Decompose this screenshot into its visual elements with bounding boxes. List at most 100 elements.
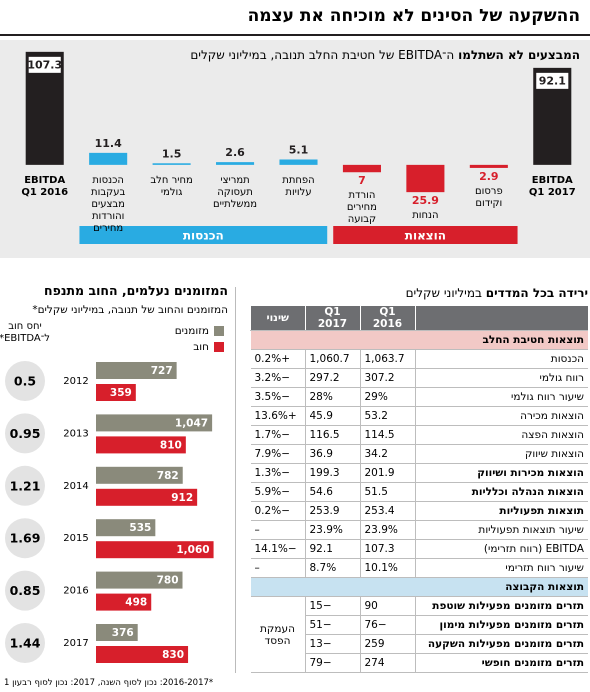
category-label: הפחתת עלויות (282, 174, 315, 198)
cell (250, 577, 305, 597)
bar (96, 571, 183, 589)
cell: 274 (360, 653, 416, 673)
bar (96, 488, 198, 506)
row-label: שיעור רווח גולמי (415, 387, 588, 407)
row-label: שיעור תוצאות תפעוליות (415, 520, 588, 540)
row-label: הוצאות שיווק (415, 444, 588, 464)
cell: 29% (360, 387, 416, 407)
group-label: הכנסות (183, 229, 224, 243)
ratio-header: יחס חוב ל־EBITDA* (0, 321, 50, 344)
row-label: שיעור רווח תזרימי (415, 558, 588, 578)
row-label: תזרים מזומנים מפעילות השקעה (415, 634, 588, 654)
section-row: תוצאות חטיבת החלב (250, 330, 588, 350)
cell: 253.9 (305, 501, 361, 521)
row-label: תזרים מזומנים מפעילות מימון (415, 615, 588, 635)
cell: 51.5 (360, 482, 416, 502)
value-label: 727 (151, 365, 173, 377)
cell: 28% (305, 387, 361, 407)
bar (96, 466, 183, 484)
cell (305, 330, 360, 350)
category-label: תמריצי תעסוקה ממשלתיים (213, 174, 258, 210)
value-label: 25.9 (412, 194, 439, 207)
bar (342, 164, 381, 173)
category-label: מחיר חלב גולמי (150, 174, 193, 198)
bar (469, 164, 508, 168)
table-heading: ירידה בכל המדדים במיליוני שקלים (250, 286, 588, 300)
value-label: 810 (160, 439, 182, 451)
category-label: פרסום וקידום (474, 185, 503, 209)
cell: 114.5 (360, 425, 416, 445)
row-label: תוצאות תפעוליות (415, 501, 588, 521)
y-tick-label: 2013 (63, 428, 88, 439)
y-tick-label: 2015 (63, 533, 88, 544)
chart-title: המזומנים נעלמים, החוב מתנפח (44, 283, 228, 298)
cell: 23.9% (360, 520, 416, 540)
value-label: 2.6 (225, 146, 245, 159)
value-label: 498 (125, 597, 147, 609)
category-label: הנחות (412, 210, 439, 222)
ratio-value: 0.5 (14, 374, 36, 389)
ratio-value: 1.69 (10, 531, 41, 546)
bar (96, 436, 186, 454)
cell (305, 577, 360, 597)
table-row: תזרים מזומנים מפעילות השקעה 259 −13 (251, 634, 588, 654)
row-label: הוצאות הפצה (415, 425, 588, 445)
group-label: הוצאות (405, 229, 446, 243)
bar-chart: מזומנים חוב 0.5 2012 727 359 0.95 2013 1,047 810 1… (5, 325, 224, 663)
bar (96, 519, 156, 537)
bar (96, 646, 189, 663)
cell: +13.6% (250, 406, 306, 426)
cell: 23.9% (305, 520, 361, 540)
cell: 201.9 (360, 463, 416, 483)
table-row: הוצאות הנהלה וכלליות 51.5 54.6 −5.9% (250, 482, 588, 502)
title-rule (0, 34, 590, 36)
bar (96, 541, 214, 559)
category-label: EBITDA Q1 2017 (528, 174, 576, 198)
section-title: תוצאות הקבוצה (415, 577, 588, 597)
header-cell (414, 306, 588, 331)
table-title: ירידה בכל המדדים (485, 286, 588, 300)
ratio-circle (5, 623, 45, 663)
ratio-value: 1.21 (10, 478, 41, 493)
value-label: 2.9 (479, 170, 499, 183)
cell: 307.2 (360, 368, 416, 388)
ratio-circle (5, 413, 45, 454)
bar (406, 164, 445, 193)
cell: 10.1% (360, 558, 416, 578)
value-label: 107.3 (27, 58, 62, 71)
page-title: ההשקעה של הסינים לא מוכיחה את עצמה (247, 6, 580, 26)
table-subtitle: במיליוני שקלים (405, 286, 482, 300)
value-label: 359 (110, 387, 132, 399)
legend-swatch (214, 326, 224, 336)
legend-label: מזומנים (175, 325, 209, 337)
ratio-circle (5, 465, 45, 506)
bar (96, 593, 152, 611)
ratio-circle (5, 570, 45, 611)
cell: 253.4 (360, 501, 416, 521)
table-row: שיעור רווח גולמי 29% 28% −3.5% (250, 387, 588, 407)
table-row: תזרים מזומנים חופשי 274 −79 (251, 653, 588, 673)
cell: −76 (360, 615, 416, 635)
value-label: 7 (358, 174, 366, 187)
row-label: הוצאות מכירות ושיווק (415, 463, 588, 483)
bar (96, 414, 213, 432)
category-label: EBITDA Q1 2016 (21, 174, 69, 198)
row-label: הכנסות (415, 349, 588, 369)
bar (279, 159, 318, 165)
cell: – (250, 520, 306, 540)
cell: −1.3% (250, 463, 306, 483)
y-tick-label: 2012 (63, 376, 88, 387)
table-row: EBITDA (רווח תזרימי) 107.3 92.1 −14.1% (250, 539, 588, 559)
label-box (28, 56, 61, 73)
table-row: הוצאות שיווק 34.2 36.9 −7.9% (250, 444, 588, 464)
cell: 259 (360, 634, 416, 654)
value-label: 5.1 (289, 143, 309, 156)
cell: −51 (305, 615, 361, 635)
chart-subtitle: ה־EBITDA של חטיבת החלב תנובה, במיליוני ש… (190, 48, 455, 62)
cell: 90 (360, 596, 416, 616)
cell (360, 577, 415, 597)
cell (250, 330, 305, 350)
header-cell: Q1 2017 (304, 306, 360, 331)
cell: 8.7% (305, 558, 361, 578)
